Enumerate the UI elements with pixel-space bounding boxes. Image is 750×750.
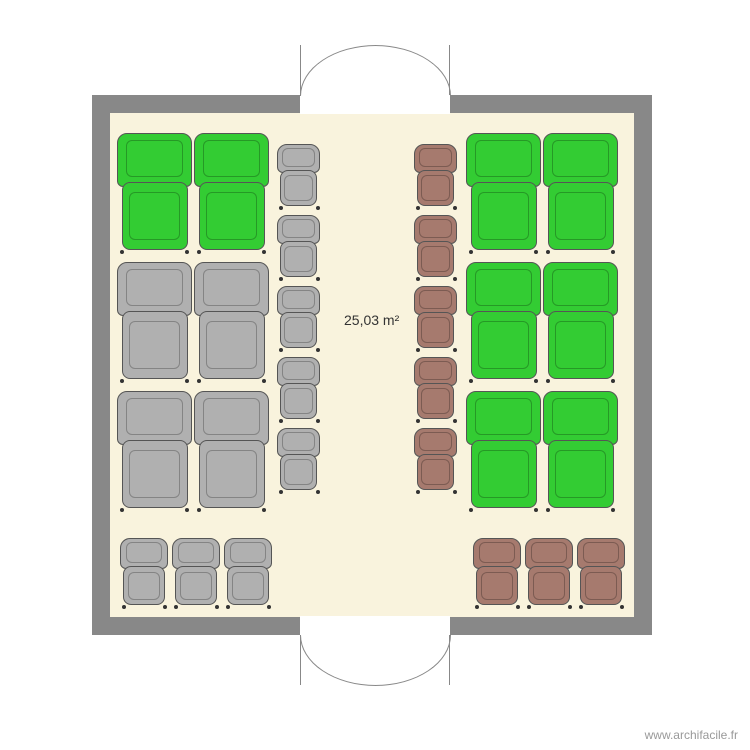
seat	[414, 144, 457, 209]
door-bottom-swing-left	[300, 635, 376, 686]
seat	[277, 144, 320, 209]
seat	[466, 391, 541, 513]
door-bottom-swing-right	[375, 635, 451, 686]
seat	[194, 133, 269, 255]
seat	[117, 391, 192, 513]
seat	[543, 391, 618, 513]
floor-plan-canvas: 25,03 m² www.archifacile.fr	[0, 0, 750, 750]
door-bottom-post-left	[300, 635, 301, 685]
door-bottom-threshold	[300, 616, 450, 618]
seat	[414, 357, 457, 422]
seat	[466, 262, 541, 384]
seat	[117, 133, 192, 255]
seat	[414, 428, 457, 493]
door-top-post-left	[300, 45, 301, 95]
door-top-swing-left	[300, 45, 376, 96]
area-label: 25,03 m²	[344, 312, 399, 328]
seat	[117, 262, 192, 384]
seat	[277, 428, 320, 493]
seat	[466, 133, 541, 255]
seat	[277, 215, 320, 280]
seat	[577, 538, 625, 608]
seat	[277, 286, 320, 351]
seat	[120, 538, 168, 608]
seat	[224, 538, 272, 608]
door-bottom-opening	[300, 617, 450, 635]
seat	[473, 538, 521, 608]
seat	[414, 215, 457, 280]
seat	[414, 286, 457, 351]
seat	[172, 538, 220, 608]
seat	[543, 133, 618, 255]
seat	[525, 538, 573, 608]
seat	[277, 357, 320, 422]
door-top-swing-right	[375, 45, 451, 96]
door-bottom-post-right	[449, 635, 450, 685]
door-top-opening	[300, 95, 450, 113]
watermark: www.archifacile.fr	[645, 728, 738, 742]
seat	[543, 262, 618, 384]
seat	[194, 262, 269, 384]
door-top-post-right	[449, 45, 450, 95]
seat	[194, 391, 269, 513]
door-top-threshold	[300, 112, 450, 114]
